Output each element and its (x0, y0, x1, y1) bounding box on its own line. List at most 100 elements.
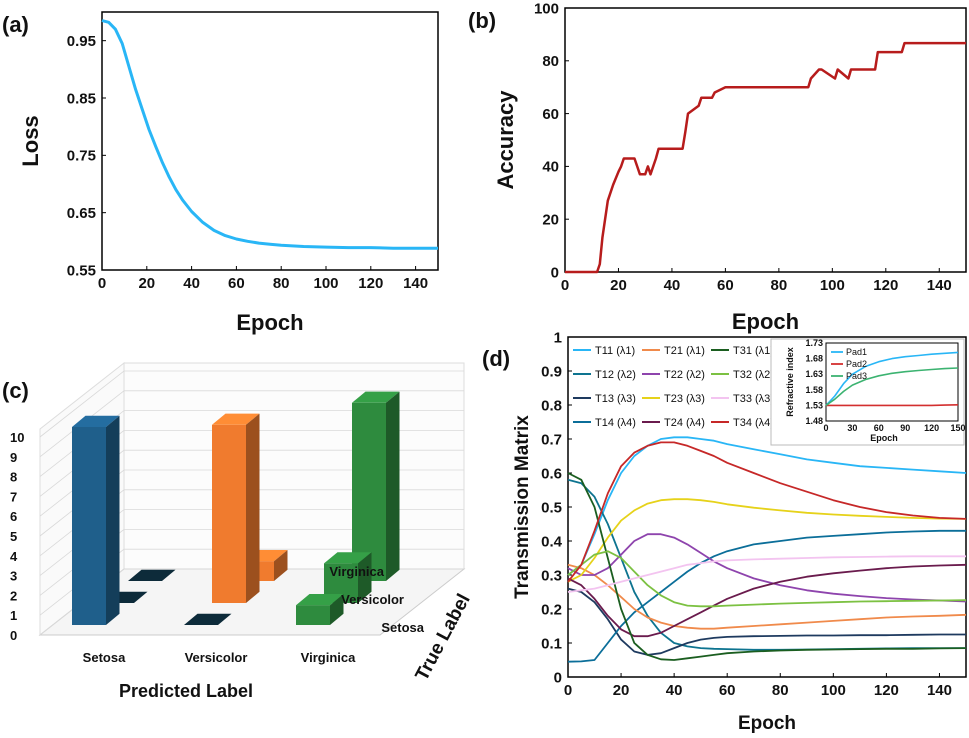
bar-top (184, 613, 232, 625)
y-tick-label: 0.95 (67, 33, 96, 50)
bar-top (128, 569, 176, 581)
y-tick-label: 20 (542, 211, 559, 228)
x-tick-label: 20 (138, 275, 155, 292)
y-tick-label: 0 (554, 669, 562, 686)
z-gridline (39, 529, 464, 596)
bar (72, 427, 106, 625)
z-gridline (39, 489, 464, 557)
z-gridline (39, 449, 464, 517)
z-tick-label: 4 (10, 549, 18, 564)
z-gridline (39, 390, 464, 458)
z-tick-label: 5 (10, 529, 17, 544)
y-tick-label: 0.2 (541, 601, 562, 618)
z-gridline (39, 469, 464, 537)
legend-label: T14 (λ4) (595, 417, 636, 429)
y-tick-label: 0.3 (541, 567, 562, 584)
inset-x-tick-label: 60 (874, 423, 884, 433)
y-axis-label: True Label (412, 591, 475, 685)
y-tick-label: 0 (551, 264, 559, 281)
y-tick-label: 1 (554, 329, 562, 346)
x-tick-label: 60 (719, 682, 736, 699)
x-axis-label: Epoch (236, 310, 303, 335)
transmission-line (567, 550, 967, 608)
y-tick-label: 40 (542, 159, 559, 176)
z-gridline (39, 429, 464, 497)
z-gridline (39, 410, 464, 477)
y-tick-label: 0.5 (541, 499, 562, 516)
y-tick-label: 100 (534, 0, 559, 17)
inset-y-tick-label: 1.48 (805, 416, 823, 426)
legend-label: T12 (λ2) (595, 369, 636, 381)
inset-frame (825, 342, 959, 422)
legend-label: T32 (λ2) (733, 369, 774, 381)
x-tick-label: 120 (358, 275, 383, 292)
legend-label: T22 (λ2) (664, 369, 705, 381)
y-tick-label: 80 (542, 53, 559, 70)
z-tick-label: 6 (10, 509, 17, 524)
x-tick-label: 100 (821, 682, 846, 699)
z-tick-label: 3 (10, 569, 17, 584)
bar-top (324, 552, 372, 564)
back-wall (123, 362, 465, 570)
bar-side (358, 552, 372, 603)
x-axis-label: Epoch (732, 309, 799, 334)
legend-label: T31 (λ1) (733, 345, 774, 357)
inset-x-axis-label: Epoch (870, 433, 898, 443)
panel-label: (b) (468, 8, 496, 33)
legend-label: T34 (λ4) (733, 417, 774, 429)
x-tick-label: 40 (183, 275, 200, 292)
inset-y-axis-label: Refractive index (785, 347, 795, 417)
y-tick-label: 0.75 (67, 148, 96, 165)
y-tick-label: 0.55 (67, 262, 96, 279)
z-gridline (39, 548, 464, 616)
x-tick-label: 120 (873, 277, 898, 294)
x-tick-label: 0 (98, 275, 106, 292)
z-tick-label: 1 (10, 608, 17, 623)
inset-y-tick-label: 1.53 (805, 400, 823, 410)
legend-label: T23 (λ3) (664, 393, 705, 405)
bar-top (296, 594, 344, 606)
loss-line (101, 19, 438, 250)
bar-top (72, 415, 120, 427)
inset-line (825, 351, 959, 406)
panel-label: (a) (2, 12, 29, 37)
x-tick-label: 80 (772, 682, 789, 699)
bar-side (274, 550, 288, 581)
inset-x-tick-label: 90 (900, 423, 910, 433)
transmission-line (567, 529, 966, 663)
x-tick-label: 40 (666, 682, 683, 699)
accuracy-line (565, 41, 966, 274)
inset-legend-label: Pad1 (846, 347, 867, 357)
bar-top (352, 391, 400, 403)
y-tick-label: 0.1 (541, 635, 562, 652)
legend-label: T13 (λ3) (595, 393, 636, 405)
legend-label: T24 (λ4) (664, 417, 705, 429)
x-tick-label: 140 (927, 682, 952, 699)
z-tick-label: 10 (10, 430, 24, 445)
y-tick-label: 60 (542, 106, 559, 123)
x-tick-label: 140 (403, 275, 428, 292)
z-tick-label: 9 (10, 450, 17, 465)
inset-x-tick-label: 30 (847, 423, 857, 433)
panel-c: 0 1 2 3 4 5 6 7 8 9 10 Setosa Versicolor Virginica Set… (2, 361, 475, 701)
x-tick-label: 0 (564, 682, 572, 699)
bar-side (330, 594, 344, 625)
transmission-line (567, 563, 967, 630)
true-label-tick: Versicolor (341, 592, 404, 607)
true-label-tick: Setosa (381, 620, 424, 635)
transmission-line (567, 441, 967, 583)
inset-x-tick-label: 0 (823, 423, 828, 433)
y-tick-label: 0.65 (67, 205, 96, 222)
z-tick-label: 8 (10, 470, 17, 485)
inset-y-tick-label: 1.73 (805, 338, 823, 348)
panel-b: 0 20 40 60 80 100 120 140 0 20 40 60 80 100 Epoch Accur… (468, 0, 967, 334)
bar (352, 402, 386, 581)
y-tick-label: 0.8 (541, 397, 562, 414)
transmission-line (567, 498, 967, 583)
x-tick-label: 140 (927, 277, 952, 294)
x-tick-label: 60 (717, 277, 734, 294)
y-tick-label: 0.6 (541, 465, 562, 482)
inset-y-tick-label: 1.63 (805, 369, 823, 379)
x-tick-label: 100 (820, 277, 845, 294)
y-axis-label: Accuracy (493, 90, 518, 190)
